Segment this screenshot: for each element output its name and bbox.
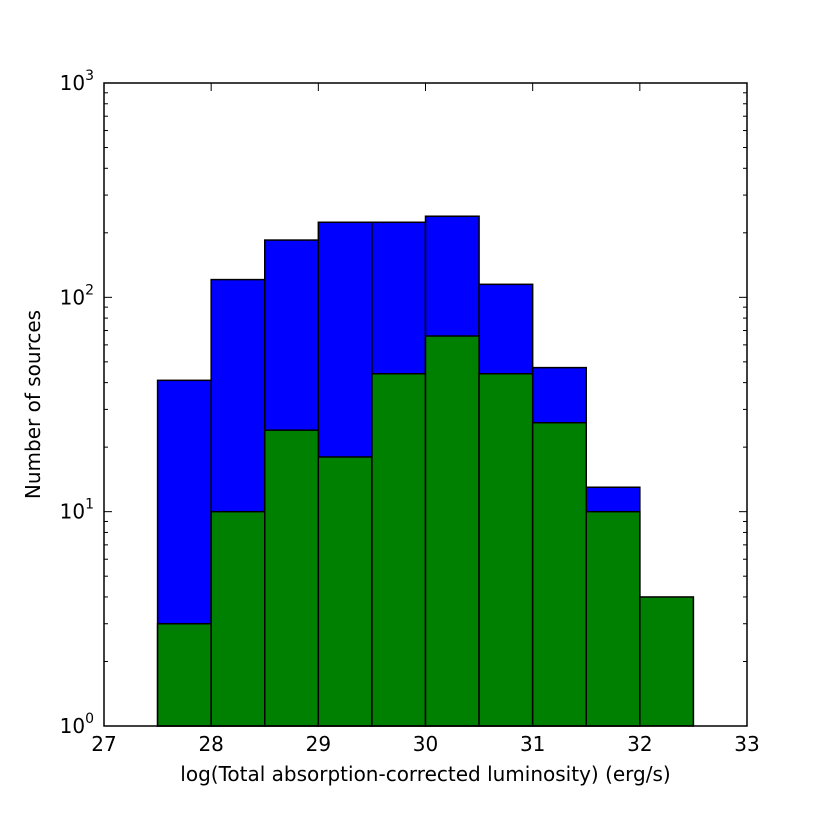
bar-series2-bin4 [317,456,373,727]
x-ticks-group: 27 28 29 30 31 32 33 [91,83,760,756]
y-tick-label: 101 [60,497,94,524]
x-tick-label: 30 [413,732,438,756]
bar-series2-bin5 [371,373,427,727]
x-tick-label: 31 [520,732,545,756]
y-tick-label-exponent: 2 [85,282,94,298]
bar-series2-bin2 [210,510,266,727]
y-tick-label-base: 10 [60,714,85,738]
x-tick-label: 33 [734,732,759,756]
x-tick-label: 29 [306,732,331,756]
bar-series2-bin6 [424,335,480,727]
y-tick-label: 100 [60,711,94,738]
y-tick-label: 103 [60,68,94,95]
bar-series2-bin9 [585,510,641,727]
y-tick-label-exponent: 3 [85,68,94,84]
y-tick-label-base: 10 [60,285,85,309]
bar-series2-bin3 [264,429,320,727]
x-axis-label: log(Total absorption-corrected luminosit… [180,762,670,786]
y-tick-label: 102 [60,282,94,309]
bar-series2-bin10 [639,596,695,727]
y-tick-label-base: 10 [60,500,85,524]
bar-series2-bin1 [156,622,212,727]
bars-group [156,215,695,727]
y-axis-label: Number of sources [21,310,45,499]
x-tick-label: 28 [198,732,223,756]
x-tick-label: 27 [91,732,116,756]
x-tick-label: 32 [627,732,652,756]
y-tick-label-base: 10 [60,71,85,95]
bar-series2-bin8 [531,421,588,727]
bar-series2-bin7 [478,373,534,727]
y-tick-label-exponent: 0 [85,711,94,727]
y-tick-label-exponent: 1 [85,497,94,513]
